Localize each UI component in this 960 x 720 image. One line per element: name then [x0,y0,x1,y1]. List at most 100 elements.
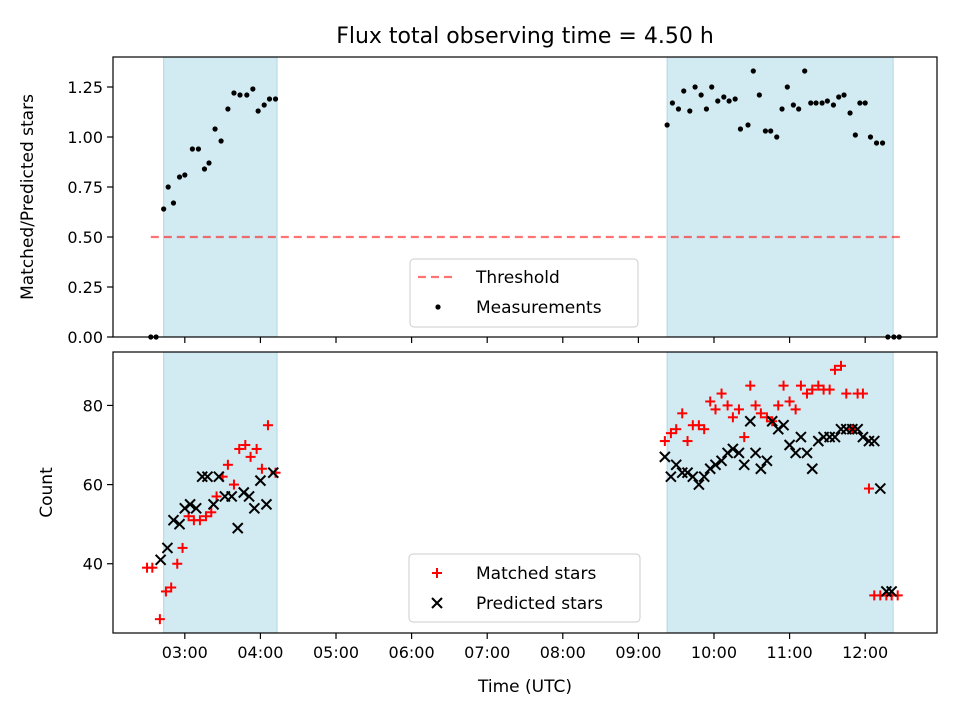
cross-b [213,470,225,483]
ratio-y-axis-label: Matched/Predicted stars [18,94,38,300]
measurement-point [669,100,676,106]
count-marks [142,360,903,625]
measurement-point [745,122,751,128]
measurement-point [206,160,212,166]
matched-star-point [716,388,727,399]
predicted-star-point [709,459,722,471]
matched-star-point [699,424,710,435]
measurement-point [726,98,732,104]
matched-star-point [857,388,868,399]
measurement-point [732,96,738,102]
matched-star-point [863,483,874,494]
cross-b [431,597,443,609]
matched-star-point [773,400,784,411]
predicted-star-point [693,478,705,491]
matched-star-point [705,396,716,407]
count-panel: 40 60 80 03:00 04:00 05:00 06:00 07:00 08:00 09:… [37,351,938,697]
predicted-star-point [874,482,887,495]
predicted-star-point [885,585,898,598]
legend-box [409,258,639,328]
predicted-star-point [761,455,773,467]
predicted-star-point [727,443,739,455]
measurement-point [808,100,814,106]
matched-star-point [211,491,222,502]
measurement-point [824,98,830,104]
matched-star-point [745,380,756,391]
matched-star-point [755,408,766,419]
cross-b [709,459,722,471]
y-tick-label: 0.50 [67,228,103,247]
predicted-star-point [267,467,279,479]
predicted-star-point [184,498,196,511]
predicted-star-point [254,474,267,487]
cross-b [693,478,705,491]
cross-b [161,542,174,554]
measurement-point [189,146,195,152]
y-tick-label: 0.00 [67,328,103,347]
cross-b [225,490,238,503]
cross-b [184,498,196,511]
matched-star-point [665,428,676,439]
measurement-point [841,92,847,98]
measurement-point [784,84,790,90]
matched-star-point [693,420,704,431]
cross-b [738,459,750,471]
matched-star-point [251,443,262,454]
measurement-point [873,140,880,146]
predicted-star-point [795,431,807,443]
matched-star-point [147,562,158,573]
cross-b [190,502,202,515]
predicted-star-point [857,431,869,443]
cross-b [243,490,255,503]
count-y-axis-label: Count [37,467,57,518]
matched-star-point [682,436,693,447]
measurement-point [165,184,171,190]
measurement-point [830,102,837,108]
ratio-legend: Threshold Measurements [409,258,639,328]
predicted-star-point [225,490,238,503]
measurement-point [212,126,218,132]
ratio-y-axis-ticks: 0.00 0.25 0.50 0.75 1.00 1.25 [67,78,113,347]
matched-star-point [245,451,256,462]
observing-bands-top [163,56,894,338]
matched-star-point [750,400,761,411]
cross-b [254,474,267,487]
measurement-point [852,132,858,138]
measurement-point [879,140,886,146]
cross-b [201,470,214,483]
predicted-star-point [829,431,841,443]
predicted-star-point [755,463,767,475]
matched-star-point [829,364,840,375]
cross-b [733,447,745,459]
legend-matched-label: Matched stars [476,564,596,584]
measurement-point [768,128,774,134]
cross-b [687,470,699,483]
cross-b [766,415,778,427]
y-tick-label: 1.00 [67,128,103,147]
y-tick-label: 80 [83,396,103,415]
x-tick-label: 04:00 [237,643,283,662]
cross-b [829,431,841,443]
cross-b [267,467,279,479]
cross-b [806,463,818,475]
observing-band-1 [163,56,278,338]
measurement-point [692,84,698,90]
predicted-star-point [201,470,214,483]
predicted-star-point [190,502,202,515]
predicted-star-point [659,451,671,463]
predicted-star-point [806,463,818,475]
measurement-point [715,98,721,104]
matched-star-point [801,388,812,399]
measurement-point [250,86,256,92]
measurement-point [857,100,863,106]
matched-star-point [154,614,165,625]
cross-b [154,554,167,566]
cross-b [744,415,756,427]
cross-b [659,451,671,463]
x-tick-label: 03:00 [162,643,208,662]
ratio-panel: 0.00 0.25 0.50 0.75 1.00 1.25 Matched/Predict… [18,56,938,347]
measurement-point [170,200,177,206]
measurement-point [819,100,825,106]
measurement-point [201,166,208,172]
